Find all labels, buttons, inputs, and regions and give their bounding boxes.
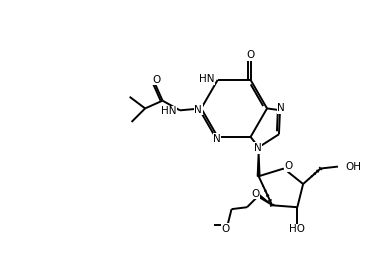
Text: OH: OH	[345, 162, 361, 172]
Text: HN: HN	[199, 74, 215, 84]
Text: HO: HO	[289, 224, 305, 234]
Polygon shape	[258, 195, 272, 205]
Text: O: O	[152, 75, 161, 85]
Text: HN: HN	[161, 106, 176, 116]
Text: N: N	[253, 143, 261, 153]
Text: O: O	[252, 189, 260, 199]
Polygon shape	[257, 147, 260, 176]
Text: O: O	[284, 161, 293, 171]
Text: N: N	[277, 103, 285, 113]
Text: O: O	[222, 224, 230, 234]
Text: N: N	[194, 105, 202, 115]
Text: O: O	[247, 50, 255, 60]
Text: N: N	[213, 134, 221, 144]
